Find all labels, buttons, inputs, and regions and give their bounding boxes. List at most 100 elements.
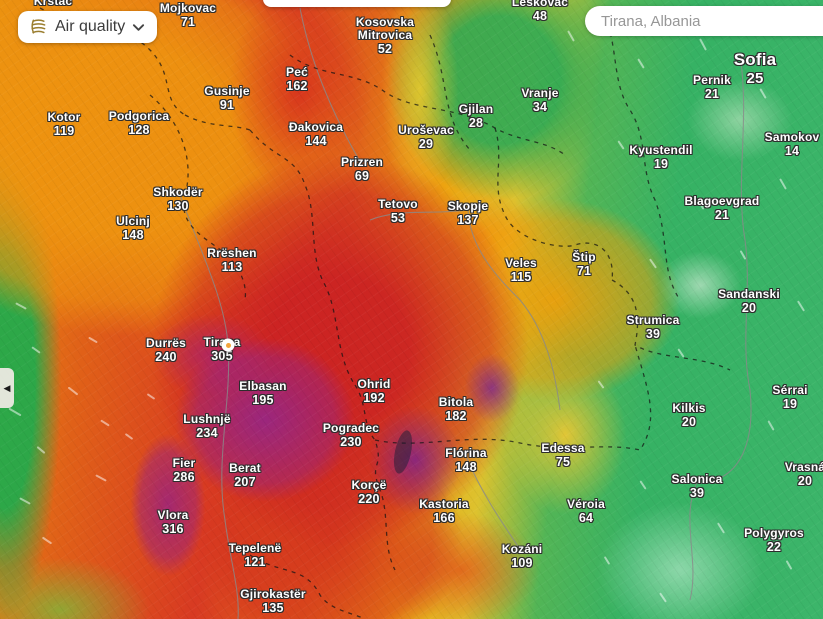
left-arrow-icon: ◀ xyxy=(3,382,11,393)
city-label[interactable]: Đakovica 144 xyxy=(289,121,343,148)
city-label[interactable]: Fier 286 xyxy=(173,457,196,484)
city-label[interactable]: Skopje 137 xyxy=(448,200,489,227)
city-label[interactable]: Gjirokastër 135 xyxy=(240,588,306,615)
city-label[interactable]: Ulcinj 148 xyxy=(116,215,150,242)
city-aq-value: 34 xyxy=(532,100,548,114)
city-name: Korçë xyxy=(351,478,387,492)
city-aq-value: 148 xyxy=(455,460,477,474)
city-label[interactable]: Sérrai 19 xyxy=(772,384,807,411)
city-name: Kyustendil xyxy=(629,143,693,157)
city-name: Flórina xyxy=(445,446,487,460)
city-aq-value: 39 xyxy=(689,486,705,500)
city-label[interactable]: Véroia 64 xyxy=(567,498,605,525)
city-name: Pernik xyxy=(693,73,731,87)
city-label[interactable]: Blagoevgrad 21 xyxy=(685,195,760,222)
city-label[interactable]: Tetovo 53 xyxy=(378,198,418,225)
city-aq-value: 162 xyxy=(286,79,308,93)
city-aq-value: 21 xyxy=(714,208,730,222)
search-value: Tirana, Albania xyxy=(601,12,701,30)
city-aq-value: 316 xyxy=(162,522,184,536)
city-aq-value: 20 xyxy=(797,474,813,488)
city-label[interactable]: Lushnjë 234 xyxy=(183,413,230,440)
city-label[interactable]: Sandanski 20 xyxy=(718,288,780,315)
city-label[interactable]: Salonica 39 xyxy=(672,473,723,500)
city-name: Bitola xyxy=(438,395,474,409)
city-label[interactable]: Kozáni 109 xyxy=(502,543,543,570)
city-label[interactable]: Berat 207 xyxy=(229,462,261,489)
city-name: Tetovo xyxy=(378,197,418,211)
city-label[interactable]: Veles 115 xyxy=(505,257,537,284)
city-name: Ulcinj xyxy=(116,214,150,228)
city-aq-value: 19 xyxy=(782,397,798,411)
city-label[interactable]: Prizren 69 xyxy=(341,156,383,183)
city-label[interactable]: Kotor 119 xyxy=(48,111,81,138)
city-name: Štip xyxy=(572,250,596,264)
city-aq-value: 20 xyxy=(741,301,757,315)
city-label[interactable]: Vranje 34 xyxy=(521,87,558,114)
city-aq-value: 64 xyxy=(578,511,594,525)
city-label[interactable]: Pogradec 230 xyxy=(323,422,379,449)
city-name: Lushnjë xyxy=(183,412,231,426)
city-name: Kozáni xyxy=(501,542,543,556)
city-label[interactable]: Bitola 182 xyxy=(439,396,474,423)
top-panel-partial[interactable] xyxy=(263,0,451,7)
city-label[interactable]: Korçë 220 xyxy=(351,479,386,506)
city-label[interactable]: Podgorica 128 xyxy=(109,110,169,137)
city-label[interactable]: Krstac xyxy=(34,0,73,8)
panel-collapse-tab[interactable]: ◀ xyxy=(0,368,14,408)
city-name: Gjilan xyxy=(458,102,494,116)
city-name: Durrës xyxy=(146,336,186,350)
city-label[interactable]: Kastoria 166 xyxy=(419,498,469,525)
city-label[interactable]: Peć 162 xyxy=(286,66,308,93)
city-label[interactable]: Edessa 75 xyxy=(541,442,584,469)
city-name: Krstac xyxy=(33,0,73,8)
city-label[interactable]: Vlora 316 xyxy=(157,509,188,536)
city-label[interactable]: Pernik 21 xyxy=(693,74,731,101)
city-aq-value: 220 xyxy=(358,492,380,506)
city-label[interactable]: Kyustendil 19 xyxy=(629,144,692,171)
city-label[interactable]: Štip 71 xyxy=(572,251,595,278)
city-aq-value: 115 xyxy=(510,270,532,284)
city-name: Blagoevgrad xyxy=(684,194,760,208)
layer-selector-button[interactable]: Air quality xyxy=(18,11,158,43)
city-aq-value: 195 xyxy=(252,393,274,407)
city-label[interactable]: Flórina 148 xyxy=(445,447,486,474)
city-label[interactable]: Kosovska Mitrovica 52 xyxy=(356,16,414,56)
city-name: Sandanski xyxy=(718,287,780,301)
city-label[interactable]: Mojkovac 71 xyxy=(160,2,216,29)
city-label[interactable]: Shkodër 130 xyxy=(153,186,202,213)
city-aq-value: 21 xyxy=(704,87,720,101)
city-aq-value: 305 xyxy=(211,349,233,363)
city-label[interactable]: Elbasan 195 xyxy=(239,380,286,407)
city-label[interactable]: Strumica 39 xyxy=(627,314,680,341)
city-name: Vlora xyxy=(157,508,189,522)
city-name: Đakovica xyxy=(288,120,344,134)
city-name: Berat xyxy=(229,461,261,475)
search-box[interactable]: Tirana, Albania xyxy=(585,6,823,36)
city-name: Salonica xyxy=(671,472,723,486)
city-label[interactable]: Kilkis 20 xyxy=(672,402,705,429)
city-name: Polygyros xyxy=(744,526,804,540)
city-aq-value: 240 xyxy=(155,350,177,364)
city-label[interactable]: Tepelenë 121 xyxy=(229,542,282,569)
location-marker-tirana[interactable] xyxy=(221,338,235,352)
city-label[interactable]: Rrëshen 113 xyxy=(207,247,256,274)
city-label[interactable]: Ohrid 192 xyxy=(358,378,391,405)
lake-ohrid xyxy=(393,430,413,474)
city-label[interactable]: Leskovac 48 xyxy=(512,0,568,23)
city-aq-value: 113 xyxy=(221,260,243,274)
city-label[interactable]: Gusinje 91 xyxy=(204,85,249,112)
city-name: Rrëshen xyxy=(207,246,257,260)
city-label[interactable]: Uroševac 29 xyxy=(398,124,454,151)
city-label[interactable]: Durrës 240 xyxy=(146,337,186,364)
city-label[interactable]: Polygyros 22 xyxy=(744,527,804,554)
city-name: Prizren xyxy=(340,155,384,169)
city-label[interactable]: Vrasná 20 xyxy=(785,461,823,488)
city-label[interactable]: Gjilan 28 xyxy=(459,103,494,130)
city-label[interactable]: Samokov 14 xyxy=(765,131,820,158)
city-aq-value: 48 xyxy=(532,9,548,23)
city-name: Ohrid xyxy=(357,377,391,391)
city-label[interactable]: Sofia 25 xyxy=(734,51,777,88)
